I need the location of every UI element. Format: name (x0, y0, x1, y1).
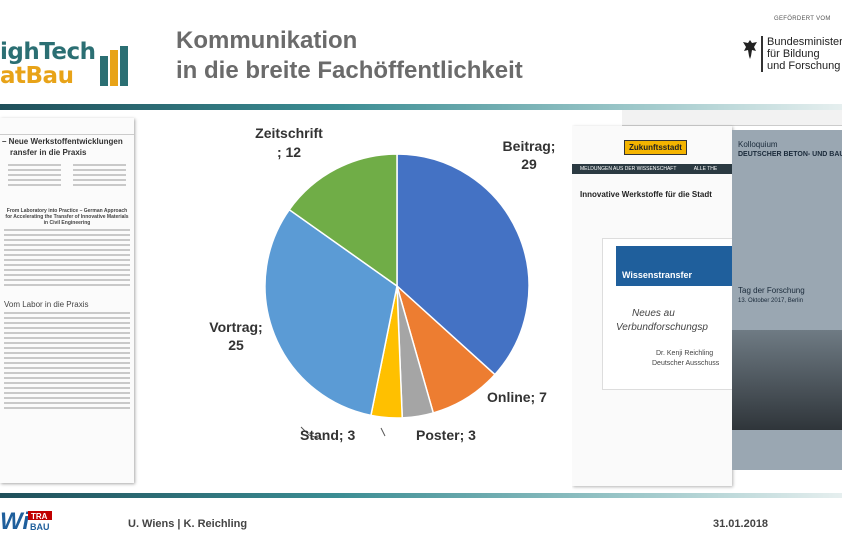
building-photo (732, 330, 842, 430)
label-stand: Stand; 3 (300, 427, 355, 443)
verbund-text: Verbundforschungsp (616, 322, 708, 333)
zukunftsstadt-badge: Zukunftsstadt (624, 140, 687, 155)
pie-slices (264, 153, 530, 419)
hightech-matbau-logo: ighTech atBau (0, 18, 132, 88)
article-subheading: Vom Labor in die Praxis (4, 300, 89, 309)
tag-date: 13. Oktober 2017, Berlin (738, 298, 804, 304)
footer-logo-wi: Wi (0, 508, 30, 535)
title-line2: in die breite Fachöffentlichkeit (176, 57, 523, 84)
article-english-title: From Laboratory into Practice – German A… (5, 208, 129, 226)
label-zeitschrift: Zeitschrift (255, 125, 323, 141)
article-heading: – Neue Werkstoffentwicklungen (2, 137, 123, 146)
logo-line2: atBau (0, 63, 74, 89)
logo-line1: ighTech (0, 39, 96, 65)
label-beitrag: Beitrag; (503, 138, 556, 154)
label-vortrag-value: 25 (228, 337, 244, 353)
label-beitrag-value: 29 (521, 156, 537, 172)
header-divider (0, 104, 842, 110)
witrabau-logo: Wi TRA BAU (0, 508, 52, 535)
tag-der-forschung: Tag der Forschung (738, 286, 805, 295)
committee-text: Deutscher Ausschuss (652, 360, 720, 367)
federal-eagle-icon (743, 40, 757, 59)
menu-science-news: MELDUNGEN AUS DER WISSENSCHAFT (580, 166, 677, 172)
footer-authors: U. Wiens | K. Reichling (128, 518, 248, 530)
menu-all-topics: ALLE THE (693, 166, 718, 172)
footer-date: 31.01.2018 (713, 518, 769, 530)
pie-slice-beitrag (396, 153, 530, 376)
neues-text: Neues au (632, 308, 675, 319)
footer-logo-bau: BAU (30, 522, 50, 532)
colloquium-line1: Kolloquium (738, 140, 778, 149)
author-text: Dr. Kenji Reichling (656, 350, 714, 357)
page-title: Kommunikation in die breite Fachöffentli… (176, 26, 523, 86)
article-title: Innovative Werkstoffe für die Stadt (580, 190, 712, 199)
logo-bars-icon (100, 46, 128, 86)
label-zeitschrift-value: ; 12 (277, 144, 301, 160)
pie-leader-lines (300, 426, 386, 439)
footer-divider (0, 493, 842, 498)
label-poster: Poster; 3 (416, 427, 476, 443)
funder-name: Bundesministeri für Bildung und Forschun… (761, 36, 842, 72)
pie-slice-vortrag (264, 208, 398, 417)
pie-slice-zeitschrift (288, 153, 398, 288)
witrabau-logo-text: Wissenstransfer (622, 270, 692, 280)
footer-logo-tra: TRA (31, 512, 48, 521)
label-online: Online; 7 (487, 389, 547, 405)
funder-caption: GEFÖRDERT VOM (774, 16, 831, 22)
colloquium-line2: DEUTSCHER BETON- UND BAUTECHN (738, 151, 842, 158)
article-heading2: ransfer in die Praxis (10, 148, 87, 157)
journal-article-thumbnail: – Neue Werkstoffentwicklungen ransfer in… (0, 118, 134, 483)
title-line1: Kommunikation (176, 27, 358, 54)
publication-collage: Zukunftsstadt MELDUNGEN AUS DER WISSENSC… (572, 110, 842, 495)
pie-chart: Beitrag; 29 Online; 7 Poster; 3 Stand; 3… (209, 125, 556, 443)
label-vortrag: Vortrag; (209, 319, 262, 335)
